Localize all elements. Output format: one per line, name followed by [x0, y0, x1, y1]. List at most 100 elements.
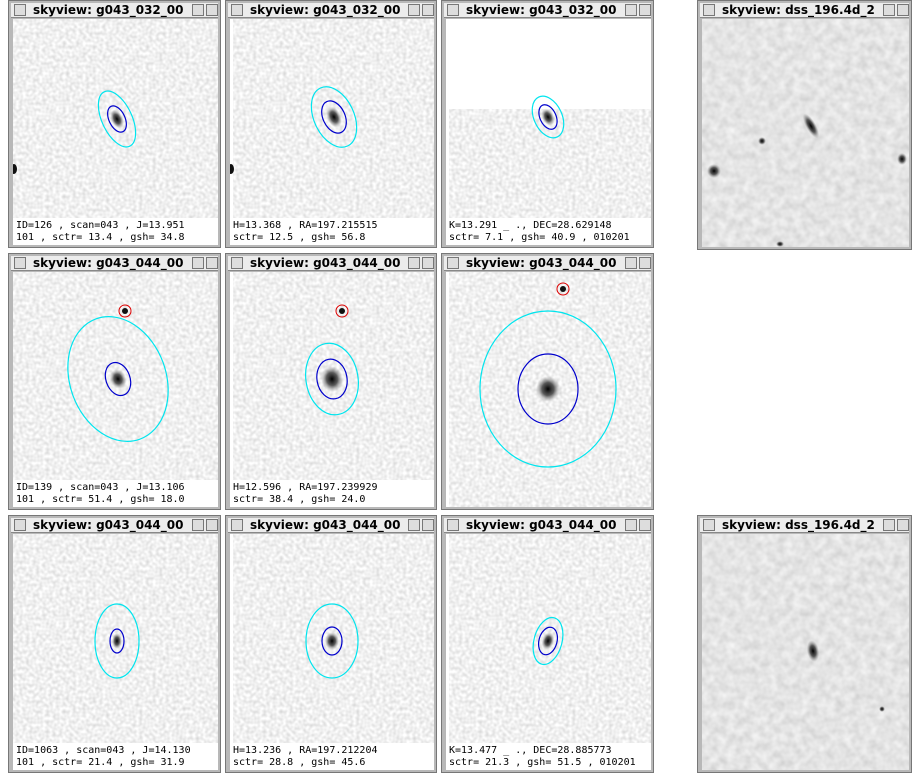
- caption-bg: [230, 743, 434, 770]
- maximize-button[interactable]: [206, 4, 218, 16]
- window: skyview: dss_196.4d_28: [697, 0, 912, 250]
- menu-button[interactable]: [447, 519, 459, 531]
- galaxy: [326, 106, 342, 128]
- noise: [230, 534, 434, 770]
- window: skyview: g043_032_0001 K=13.291 _ ., DEC=…: [441, 0, 654, 248]
- title-bar: skyview: g043_044_0010: [228, 518, 434, 533]
- window: skyview: g043_044_0010 ID=1063 , scan=043…: [8, 515, 221, 773]
- maximize-button[interactable]: [206, 257, 218, 269]
- minimize-button[interactable]: [192, 519, 204, 531]
- noise: [13, 19, 218, 245]
- caption-line: K=13.291 _ ., DEC=28.629148: [449, 220, 612, 231]
- minimize-button[interactable]: [408, 257, 420, 269]
- noise: [230, 19, 434, 245]
- menu-button[interactable]: [14, 257, 26, 269]
- aperture-inner: [109, 628, 125, 654]
- menu-button[interactable]: [231, 257, 243, 269]
- star: [230, 164, 234, 174]
- maximize-button[interactable]: [422, 4, 434, 16]
- star: [13, 164, 17, 174]
- aperture-outer: [531, 95, 565, 139]
- menu-button[interactable]: [447, 257, 459, 269]
- menu-button[interactable]: [703, 519, 715, 531]
- minimize-button[interactable]: [192, 257, 204, 269]
- window: skyview: g043_032_0001 H=13.368 , RA=197.…: [225, 0, 437, 248]
- window-title: skyview: g043_044_0001: [33, 256, 184, 270]
- galaxy: [541, 108, 555, 126]
- maximize-button[interactable]: [422, 257, 434, 269]
- aperture-inner: [107, 105, 127, 133]
- minimize-button[interactable]: [625, 4, 637, 16]
- minimize-button[interactable]: [625, 519, 637, 531]
- window-title: skyview: g043_044_0001: [250, 256, 400, 270]
- window: skyview: g043_044_0010 H=13.236 , RA=197.…: [225, 515, 437, 773]
- aperture-outer: [305, 603, 359, 679]
- galaxy: [325, 632, 339, 650]
- noise: [13, 272, 218, 507]
- maximize-button[interactable]: [639, 257, 651, 269]
- galaxy: [112, 633, 122, 649]
- sky-image: [446, 272, 651, 507]
- noise: [702, 534, 909, 770]
- window-title: skyview: g043_032_0001: [33, 3, 184, 17]
- aperture-inner: [321, 626, 343, 656]
- edge: [446, 272, 449, 507]
- caption-line: ID=1063 , scan=043 , J=14.130: [16, 745, 191, 756]
- menu-button[interactable]: [231, 4, 243, 16]
- maximize-button[interactable]: [206, 519, 218, 531]
- caption-line: H=13.368 , RA=197.215515: [233, 220, 378, 231]
- aperture-inner: [316, 358, 348, 400]
- caption-bg: [230, 218, 434, 245]
- menu-button[interactable]: [447, 4, 459, 16]
- aperture-outer: [67, 316, 169, 442]
- aperture-inner: [538, 104, 558, 130]
- window-title: skyview: dss_196.4d_28: [722, 3, 875, 17]
- menu-button[interactable]: [14, 4, 26, 16]
- caption-line: sctr= 28.8 , gsh= 45.6: [233, 757, 365, 768]
- caption-line: 101 , sctr= 51.4 , gsh= 18.0: [16, 494, 185, 505]
- caption-line: H=13.236 , RA=197.212204: [233, 745, 378, 756]
- window-title: skyview: g043_044_0010: [33, 518, 184, 532]
- caption-bg: [13, 480, 218, 507]
- menu-button[interactable]: [231, 519, 243, 531]
- maximize-button[interactable]: [639, 4, 651, 16]
- star: [879, 706, 885, 712]
- aperture-outer: [310, 86, 358, 148]
- galaxy: [320, 366, 344, 392]
- star: [776, 241, 784, 247]
- aperture-inner: [517, 353, 579, 425]
- maximize-button[interactable]: [897, 519, 909, 531]
- maximize-button[interactable]: [639, 519, 651, 531]
- minimize-button[interactable]: [192, 4, 204, 16]
- minimize-button[interactable]: [883, 519, 895, 531]
- title-bar: skyview: g043_032_0001: [11, 3, 218, 18]
- minimize-button[interactable]: [408, 4, 420, 16]
- aperture-inner: [321, 100, 347, 134]
- caption-line: ID=126 , scan=043 , J=13.951: [16, 220, 185, 231]
- menu-button[interactable]: [703, 4, 715, 16]
- caption-line: sctr= 38.4 , gsh= 24.0: [233, 494, 365, 505]
- title-bar: skyview: g043_032_0001: [228, 3, 434, 18]
- title-bar: skyview: g043_044_0010: [11, 518, 218, 533]
- menu-button[interactable]: [14, 519, 26, 531]
- maximize-button[interactable]: [897, 4, 909, 16]
- maximize-button[interactable]: [422, 519, 434, 531]
- edge: [230, 534, 233, 770]
- minimize-button[interactable]: [883, 4, 895, 16]
- noise: [13, 534, 218, 770]
- minimize-button[interactable]: [625, 257, 637, 269]
- star: [897, 153, 907, 165]
- aperture-outer: [305, 342, 359, 416]
- caption-line: sctr= 7.1 , gsh= 40.9 , 010201: [449, 232, 630, 243]
- sky-image: [702, 19, 909, 247]
- star: [806, 640, 820, 662]
- galaxy: [541, 632, 555, 650]
- title-bar: skyview: g043_032_0001: [444, 3, 651, 18]
- marker: [556, 282, 570, 296]
- minimize-button[interactable]: [408, 519, 420, 531]
